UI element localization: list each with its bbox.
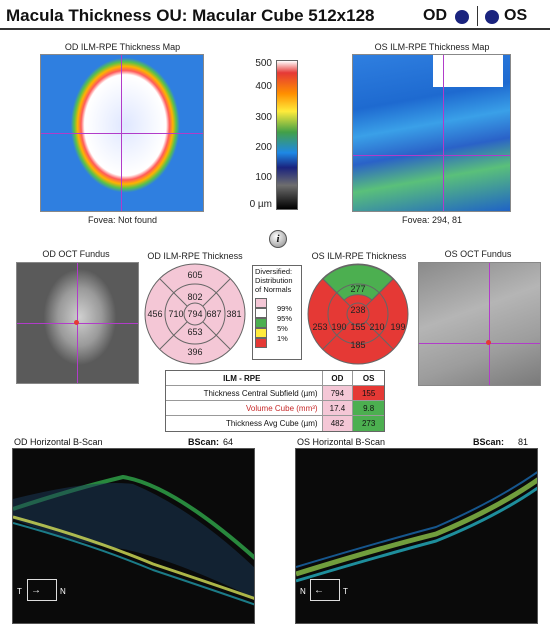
scale-tick: 500: [255, 58, 272, 69]
os-fundus-title: OS OCT Fundus: [444, 249, 512, 259]
od-thickness-title: OD ILM-RPE Thickness: [147, 251, 243, 261]
table-cell-od: 482: [322, 416, 354, 431]
od-val-inner-left: 710: [168, 309, 184, 319]
table-cell-os: 155: [353, 386, 384, 400]
legend-swatch-pink: [255, 298, 267, 308]
od-eye-icon: [455, 10, 469, 24]
os-label: OS: [504, 7, 528, 24]
scale-tick: 400: [255, 81, 272, 92]
scale-tick: 300: [255, 112, 272, 123]
os-val-inner-right: 210: [369, 322, 385, 332]
table-row-label: Thickness Avg Cube (µm): [166, 416, 323, 431]
os-val-left: 253: [312, 322, 328, 332]
legend-item: 95%: [277, 314, 293, 323]
header-divider: [477, 6, 478, 26]
legend-item: 5%: [277, 324, 288, 333]
orientation-box: [27, 579, 57, 601]
legend-swatch-green: [255, 318, 267, 328]
os-thickness-map[interactable]: [352, 54, 511, 212]
table-header-row: ILM - RPE OD OS: [166, 371, 384, 386]
scale-tick: 100: [255, 172, 272, 183]
os-etdrs-grid: [307, 263, 409, 365]
table-header: OS: [362, 373, 375, 383]
table-cell-od: 17.4: [322, 401, 354, 415]
od-val-left: 456: [147, 309, 163, 319]
table-row-label: Thickness Central Subfield (µm): [166, 386, 323, 400]
orientation-right-label: N: [60, 587, 66, 596]
od-val-center: 794: [187, 309, 203, 319]
od-val-inner-right: 687: [206, 309, 222, 319]
report-header: [0, 0, 550, 30]
table-row: Thickness Avg Cube (µm) 482 273: [166, 416, 384, 431]
report-title: Macula Thickness OU: Macular Cube 512x12…: [6, 6, 375, 25]
table-header: ILM - RPE: [166, 371, 323, 385]
orientation-left-label: N: [300, 587, 306, 596]
table-cell-od: 794: [322, 386, 354, 400]
orientation-left-label: T: [17, 587, 22, 596]
table-cell-os: 9.8: [353, 401, 384, 415]
os-bscan-title: OS Horizontal B-Scan: [297, 437, 386, 447]
legend-swatch-yellow: [255, 328, 267, 338]
scale-tick: 200: [255, 142, 272, 153]
table-row: Volume Cube (mm³) 17.4 9.8: [166, 401, 384, 416]
od-fovea-text: Fovea: Not found: [87, 215, 158, 225]
table-row: Thickness Central Subfield (µm) 794 155: [166, 386, 384, 401]
os-val-top: 277: [350, 284, 366, 294]
orientation-right-label: T: [343, 587, 348, 596]
od-oct-fundus-image[interactable]: [16, 262, 139, 384]
os-val-center: 155: [350, 322, 366, 332]
legend-swatch-red: [255, 338, 267, 348]
arrow-right-icon: →: [31, 585, 41, 596]
od-label: OD: [423, 7, 447, 24]
os-bscan-label: BScan:: [473, 437, 505, 447]
od-etdrs-grid: [144, 263, 246, 365]
od-bscan-label: BScan:: [188, 437, 220, 447]
os-val-inner-top: 238: [350, 305, 366, 315]
od-fundus-title: OD OCT Fundus: [42, 249, 110, 259]
os-thickness-title: OS ILM-RPE Thickness: [311, 251, 407, 261]
os-map-title: OS ILM-RPE Thickness Map: [374, 42, 490, 52]
arrow-left-icon: ←: [314, 585, 324, 596]
thickness-summary-table: ILM - RPE OD OS Thickness Central Subfie…: [165, 370, 385, 432]
od-val-bottom: 396: [187, 347, 203, 357]
os-fovea-text: Fovea: 294, 81: [401, 215, 463, 225]
od-val-inner-bottom: 653: [187, 327, 203, 337]
normals-legend: Diversified: Distribution of Normals 99%…: [252, 265, 302, 360]
od-val-inner-top: 802: [187, 292, 203, 302]
legend-item: 99%: [277, 304, 293, 313]
os-val-inner-left: 190: [331, 322, 347, 332]
table-header: OD: [323, 371, 354, 385]
table-cell-os: 273: [353, 416, 384, 431]
table-row-label: Volume Cube (mm³): [166, 401, 323, 415]
scale-tick: 0 µm: [249, 199, 272, 210]
thickness-scale-bar: [276, 60, 298, 210]
os-bscan-image[interactable]: N ← T: [295, 448, 538, 624]
info-icon[interactable]: i: [269, 230, 287, 248]
legend-item: 1%: [277, 334, 288, 343]
legend-swatch-white: [255, 308, 267, 318]
od-thickness-map[interactable]: [40, 54, 204, 212]
od-bscan-image[interactable]: T → N: [12, 448, 255, 624]
od-map-title: OD ILM-RPE Thickness Map: [64, 42, 181, 52]
od-val-right: 381: [226, 309, 242, 319]
od-val-top: 605: [187, 270, 203, 280]
os-val-right: 199: [390, 322, 406, 332]
orientation-box: [310, 579, 340, 601]
os-bscan-number: 81: [518, 437, 529, 447]
os-oct-fundus-image[interactable]: [418, 262, 541, 386]
os-val-inner-bottom: 185: [350, 340, 366, 350]
od-bscan-number: 64: [223, 437, 234, 447]
legend-title: Diversified: Distribution of Normals: [255, 267, 293, 294]
os-eye-icon: [485, 10, 499, 24]
od-bscan-title: OD Horizontal B-Scan: [14, 437, 103, 447]
